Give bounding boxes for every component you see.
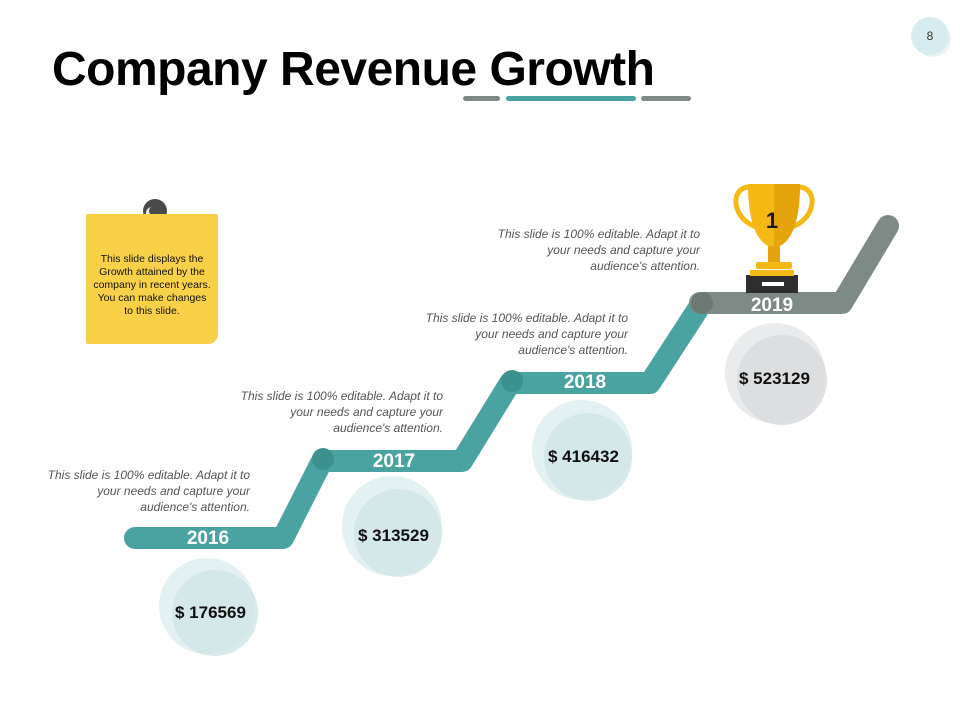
year-2017: 2017: [372, 451, 416, 472]
page-number: 8: [926, 29, 934, 43]
description-2017: This slide is 100% editable. Adapt it to…: [240, 389, 443, 435]
page-badge: [911, 17, 949, 55]
trophy-icon: 1: [733, 184, 815, 293]
step-joint-2019: [691, 292, 713, 314]
title-underline-center: [506, 96, 636, 101]
trophy-rank: 1: [766, 208, 778, 233]
sticky-note: [86, 214, 218, 344]
value-circle-2018: [532, 400, 632, 501]
description-2018: This slide is 100% editable. Adapt it to…: [425, 311, 628, 357]
title-underline-right: [641, 96, 691, 101]
amount-2017: $ 313529: [358, 526, 429, 545]
year-2016: 2016: [186, 528, 230, 549]
step-joint-2018: [501, 370, 523, 392]
value-circle-2016: [159, 558, 258, 656]
value-circle-2017: [342, 476, 442, 577]
year-2019: 2019: [750, 295, 794, 316]
step-joint-2017: [312, 448, 334, 470]
description-2016: This slide is 100% editable. Adapt it to…: [47, 468, 250, 514]
description-2019: This slide is 100% editable. Adapt it to…: [497, 227, 700, 273]
year-2018: 2018: [563, 372, 607, 393]
amount-2016: $ 176569: [175, 603, 246, 622]
staircase-path-teal: [124, 295, 711, 549]
page-title: Company Revenue Growth: [52, 43, 655, 96]
staircase-path-gray: [689, 215, 899, 314]
amount-2018: $ 416432: [548, 447, 619, 466]
amount-2019: $ 523129: [739, 369, 810, 388]
sticky-note-text: This slide displays the Growth attained …: [93, 253, 211, 317]
value-circle-2019: [725, 323, 827, 425]
title-underline-left: [463, 96, 500, 101]
